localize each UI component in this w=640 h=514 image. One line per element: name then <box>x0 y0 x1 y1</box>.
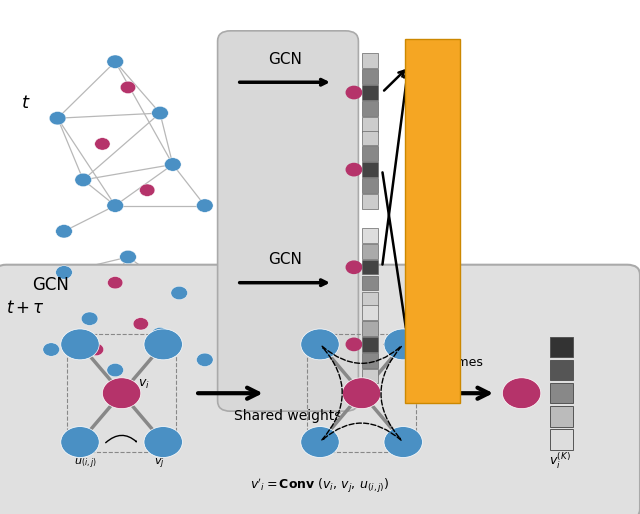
FancyBboxPatch shape <box>362 162 378 177</box>
FancyBboxPatch shape <box>362 321 378 336</box>
FancyBboxPatch shape <box>550 429 573 450</box>
FancyArrowPatch shape <box>322 346 400 363</box>
FancyBboxPatch shape <box>362 131 378 145</box>
FancyBboxPatch shape <box>362 292 378 306</box>
Circle shape <box>171 286 188 300</box>
Circle shape <box>346 338 362 351</box>
Circle shape <box>107 199 124 212</box>
Circle shape <box>384 427 422 457</box>
Circle shape <box>61 329 99 360</box>
Circle shape <box>346 163 362 176</box>
Circle shape <box>152 106 168 120</box>
FancyBboxPatch shape <box>362 101 378 116</box>
FancyArrowPatch shape <box>106 435 136 443</box>
FancyBboxPatch shape <box>362 305 378 320</box>
Circle shape <box>196 353 213 366</box>
Text: $u_{(i,j)}$: $u_{(i,j)}$ <box>74 456 97 471</box>
FancyBboxPatch shape <box>362 353 378 368</box>
Circle shape <box>120 250 136 264</box>
Circle shape <box>133 318 148 330</box>
Circle shape <box>502 378 541 409</box>
Circle shape <box>56 266 72 279</box>
Text: $v_i^{(K)}$: $v_i^{(K)}$ <box>549 450 571 471</box>
Circle shape <box>144 427 182 457</box>
FancyArrowPatch shape <box>381 346 401 439</box>
Text: K times: K times <box>436 356 483 369</box>
Text: ...: ... <box>364 125 376 137</box>
FancyBboxPatch shape <box>218 31 358 411</box>
Circle shape <box>346 261 362 273</box>
Circle shape <box>144 329 182 360</box>
FancyBboxPatch shape <box>362 194 378 209</box>
Text: VAMP loss: VAMP loss <box>426 186 440 256</box>
FancyBboxPatch shape <box>362 337 378 352</box>
FancyBboxPatch shape <box>550 337 573 357</box>
FancyBboxPatch shape <box>362 117 378 132</box>
Text: GCN: GCN <box>268 252 301 267</box>
FancyBboxPatch shape <box>550 406 573 427</box>
FancyBboxPatch shape <box>362 178 378 193</box>
FancyBboxPatch shape <box>362 85 378 100</box>
Circle shape <box>108 277 123 289</box>
Circle shape <box>196 199 213 212</box>
Text: $t$: $t$ <box>20 94 31 112</box>
FancyBboxPatch shape <box>405 39 460 403</box>
FancyBboxPatch shape <box>362 276 378 290</box>
FancyBboxPatch shape <box>362 260 378 274</box>
Text: $v_i$: $v_i$ <box>138 378 149 391</box>
FancyArrowPatch shape <box>322 347 342 440</box>
Circle shape <box>301 427 339 457</box>
Circle shape <box>81 312 98 325</box>
FancyBboxPatch shape <box>362 53 378 68</box>
Text: $v_j$: $v_j$ <box>154 456 164 471</box>
Circle shape <box>43 343 60 356</box>
Text: $v'_i = \mathbf{Conv}\;(v_i,\,v_j,\,u_{(i,j)})$: $v'_i = \mathbf{Conv}\;(v_i,\,v_j,\,u_{(… <box>250 476 390 495</box>
FancyBboxPatch shape <box>550 360 573 380</box>
Circle shape <box>164 158 181 171</box>
FancyArrowPatch shape <box>323 423 401 440</box>
Circle shape <box>61 427 99 457</box>
FancyBboxPatch shape <box>362 228 378 243</box>
FancyBboxPatch shape <box>362 69 378 84</box>
Text: GCN: GCN <box>32 276 69 295</box>
Text: Shared weights: Shared weights <box>234 409 342 424</box>
FancyBboxPatch shape <box>362 244 378 259</box>
FancyBboxPatch shape <box>362 146 378 161</box>
Circle shape <box>140 184 155 196</box>
Circle shape <box>75 173 92 187</box>
Circle shape <box>346 86 362 99</box>
Circle shape <box>107 55 124 68</box>
Circle shape <box>102 378 141 409</box>
Circle shape <box>95 138 110 150</box>
FancyBboxPatch shape <box>362 369 378 383</box>
Circle shape <box>49 112 66 125</box>
Text: ...: ... <box>364 300 376 312</box>
Text: GCN: GCN <box>268 51 301 67</box>
Circle shape <box>56 225 72 238</box>
Circle shape <box>120 81 136 94</box>
Circle shape <box>88 343 104 356</box>
FancyBboxPatch shape <box>0 265 640 514</box>
Circle shape <box>152 327 168 341</box>
Circle shape <box>301 329 339 360</box>
FancyBboxPatch shape <box>550 383 573 403</box>
Text: $t+\tau$: $t+\tau$ <box>6 299 45 318</box>
Circle shape <box>342 378 381 409</box>
Circle shape <box>107 363 124 377</box>
Circle shape <box>384 329 422 360</box>
